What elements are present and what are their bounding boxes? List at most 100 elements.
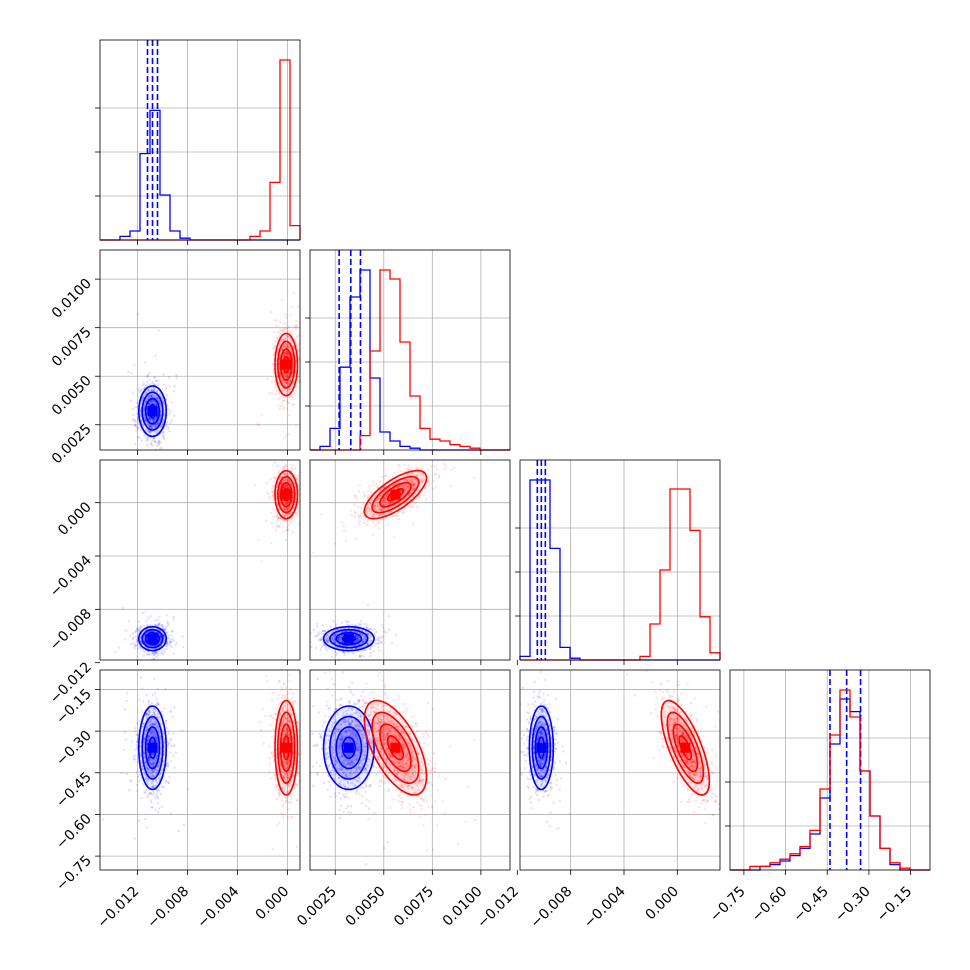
sample-point <box>132 407 135 411</box>
sample-point <box>320 632 323 635</box>
sample-point <box>167 623 170 626</box>
sample-point <box>368 647 371 651</box>
sample-point <box>290 463 293 466</box>
scatter-1-0 <box>127 291 301 452</box>
sample-point <box>182 645 185 649</box>
sample-point <box>372 521 375 524</box>
sample-point <box>378 649 381 652</box>
sample-point <box>150 426 154 429</box>
sample-point <box>169 638 172 641</box>
sample-point <box>284 316 288 319</box>
sample-point <box>347 651 350 655</box>
sample-point <box>368 485 371 488</box>
sample-point <box>140 388 144 391</box>
sample-point <box>284 435 288 438</box>
sample-point <box>170 419 173 422</box>
sample-point <box>146 435 149 439</box>
sample-point <box>149 615 152 618</box>
sample-point <box>114 650 117 654</box>
sample-point <box>282 396 286 400</box>
sample-point <box>148 402 151 405</box>
sample-point <box>172 618 175 621</box>
sample-point <box>270 310 273 314</box>
sample-point <box>125 629 128 632</box>
sample-point <box>161 431 165 434</box>
sample-point <box>296 343 300 346</box>
sample-point <box>287 325 291 328</box>
sample-point <box>172 389 176 393</box>
sample-point <box>165 421 169 424</box>
sample-point <box>174 643 177 647</box>
sample-point <box>153 389 156 393</box>
sample-point <box>283 322 286 325</box>
sample-point <box>295 320 298 323</box>
sample-point <box>285 327 289 330</box>
sample-point <box>271 494 274 497</box>
sample-point <box>131 391 134 394</box>
sample-point <box>272 514 275 518</box>
sample-point <box>143 393 147 396</box>
sample-point <box>140 648 143 651</box>
sample-point <box>341 521 344 524</box>
sample-point <box>148 425 151 429</box>
sample-point <box>371 483 375 487</box>
sample-point <box>316 625 319 628</box>
sample-point <box>391 514 395 517</box>
sample-point <box>294 386 298 389</box>
sample-point <box>340 621 344 624</box>
sample-point <box>315 634 318 638</box>
sample-point <box>312 629 315 632</box>
sample-point <box>162 625 165 629</box>
sample-point <box>138 620 141 623</box>
sample-point <box>143 434 146 437</box>
sample-point <box>271 347 275 350</box>
density-peak <box>147 633 158 644</box>
sample-point <box>273 461 277 464</box>
sample-point <box>288 401 291 404</box>
sample-point <box>149 402 152 405</box>
sample-point <box>156 423 159 427</box>
sample-point <box>280 401 284 405</box>
sample-point <box>166 425 169 428</box>
sample-point <box>382 626 385 629</box>
sample-point <box>154 423 157 427</box>
sample-point <box>314 646 318 649</box>
sample-point <box>165 626 169 629</box>
sample-point <box>319 648 322 651</box>
sample-point <box>260 560 263 563</box>
sample-point <box>420 467 423 471</box>
sample-point <box>144 436 148 440</box>
sample-point <box>290 398 294 401</box>
sample-point <box>281 404 284 407</box>
sample-point <box>140 402 143 405</box>
sample-point <box>433 465 437 468</box>
panel-border-3-3 <box>729 669 931 871</box>
sample-point <box>291 519 294 522</box>
sample-point <box>127 619 131 623</box>
sample-point <box>434 485 437 488</box>
sample-point <box>159 424 163 428</box>
sample-point <box>160 649 164 652</box>
sample-point <box>366 603 369 607</box>
sample-point <box>260 413 263 417</box>
sample-point <box>380 641 383 645</box>
sample-point <box>138 627 141 630</box>
sample-point <box>162 373 165 376</box>
sample-point <box>291 530 295 534</box>
sample-point <box>172 639 176 643</box>
sample-point <box>160 651 164 655</box>
sample-point <box>155 423 158 426</box>
sample-point <box>146 443 149 447</box>
sample-point <box>157 379 160 383</box>
sample-point <box>384 631 388 634</box>
sample-point <box>148 383 151 386</box>
sample-point <box>156 397 159 400</box>
sample-point <box>265 519 268 523</box>
sample-point <box>142 654 146 657</box>
sample-point <box>134 635 137 638</box>
sample-point <box>158 416 162 419</box>
sample-point <box>153 425 156 428</box>
sample-point <box>363 622 366 626</box>
sample-point <box>136 643 140 647</box>
sample-point <box>167 408 170 411</box>
